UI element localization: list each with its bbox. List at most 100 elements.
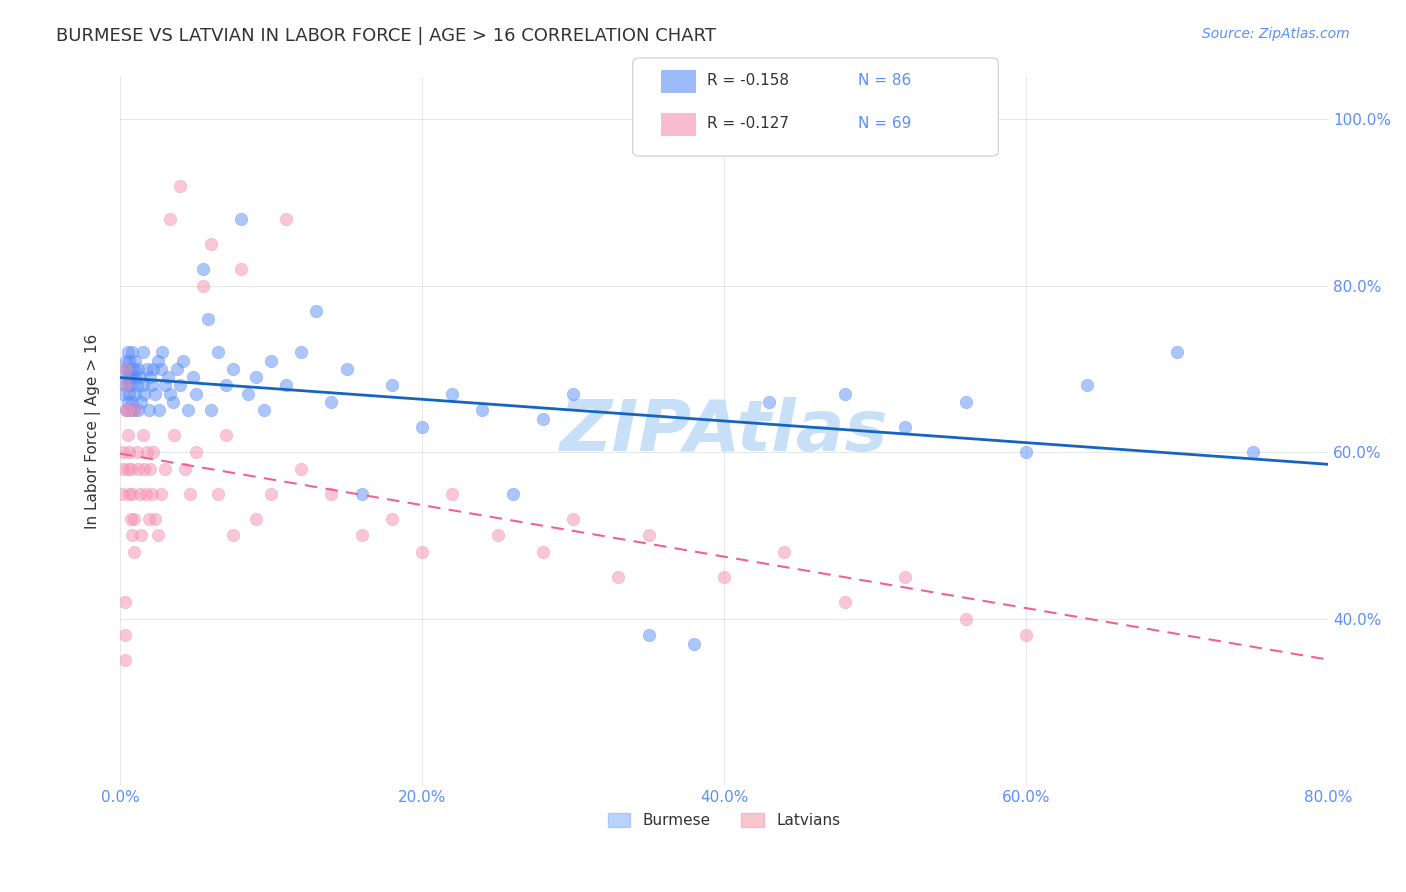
- Point: [131, 345, 153, 359]
- Text: ZIPAtlas: ZIPAtlas: [560, 397, 889, 466]
- Point: [159, 386, 181, 401]
- Point: [159, 211, 181, 226]
- Point: [181, 370, 204, 384]
- Point: [191, 261, 214, 276]
- Point: [127, 403, 149, 417]
- Point: [136, 361, 159, 376]
- Point: [118, 445, 141, 459]
- Text: N = 86: N = 86: [858, 73, 911, 87]
- Point: [174, 461, 197, 475]
- Point: [143, 511, 166, 525]
- Point: [381, 378, 404, 392]
- Point: [502, 486, 524, 500]
- Point: [148, 403, 170, 417]
- Point: [120, 378, 142, 392]
- Point: [894, 570, 917, 584]
- Point: [121, 395, 143, 409]
- Point: [1241, 445, 1264, 459]
- Point: [411, 545, 433, 559]
- Point: [531, 411, 554, 425]
- Point: [120, 403, 142, 417]
- Point: [1015, 445, 1038, 459]
- Point: [142, 445, 165, 459]
- Point: [128, 486, 150, 500]
- Point: [115, 370, 138, 384]
- Point: [138, 511, 160, 525]
- Y-axis label: In Labor Force | Age > 16: In Labor Force | Age > 16: [86, 334, 101, 529]
- Point: [157, 370, 180, 384]
- Point: [136, 445, 159, 459]
- Point: [117, 461, 139, 475]
- Point: [121, 370, 143, 384]
- Point: [129, 395, 152, 409]
- Point: [562, 386, 585, 401]
- Point: [252, 403, 274, 417]
- Point: [115, 353, 138, 368]
- Point: [321, 395, 343, 409]
- Point: [162, 395, 184, 409]
- Point: [335, 361, 357, 376]
- Legend: Burmese, Latvians: Burmese, Latvians: [602, 806, 846, 834]
- Point: [134, 461, 156, 475]
- Point: [117, 403, 139, 417]
- Point: [150, 345, 173, 359]
- Point: [124, 386, 146, 401]
- Point: [531, 545, 554, 559]
- Point: [486, 528, 509, 542]
- Point: [114, 378, 136, 392]
- Point: [110, 486, 132, 500]
- Point: [200, 236, 222, 251]
- Point: [169, 178, 191, 193]
- Point: [112, 461, 135, 475]
- Point: [191, 278, 214, 293]
- Point: [1166, 345, 1188, 359]
- Point: [143, 386, 166, 401]
- Point: [834, 595, 856, 609]
- Point: [112, 445, 135, 459]
- Point: [215, 428, 238, 442]
- Point: [381, 511, 404, 525]
- Point: [127, 361, 149, 376]
- Point: [276, 378, 298, 392]
- Point: [166, 361, 188, 376]
- Point: [245, 370, 267, 384]
- Point: [290, 345, 312, 359]
- Point: [114, 653, 136, 667]
- Point: [122, 545, 145, 559]
- Point: [260, 486, 283, 500]
- Point: [129, 528, 152, 542]
- Point: [177, 403, 200, 417]
- Point: [350, 486, 373, 500]
- Point: [120, 361, 142, 376]
- Point: [112, 386, 135, 401]
- Point: [184, 445, 207, 459]
- Point: [121, 528, 143, 542]
- Point: [773, 545, 796, 559]
- Point: [141, 486, 163, 500]
- Point: [134, 386, 156, 401]
- Point: [131, 428, 153, 442]
- Point: [155, 378, 177, 392]
- Point: [141, 378, 163, 392]
- Point: [114, 361, 136, 376]
- Point: [114, 595, 136, 609]
- Point: [276, 211, 298, 226]
- Point: [955, 611, 977, 625]
- Point: [138, 403, 160, 417]
- Point: [607, 570, 630, 584]
- Point: [1015, 628, 1038, 642]
- Point: [200, 403, 222, 417]
- Text: Source: ZipAtlas.com: Source: ZipAtlas.com: [1202, 27, 1350, 41]
- Point: [637, 628, 659, 642]
- Point: [245, 511, 267, 525]
- Point: [894, 420, 917, 434]
- Point: [758, 395, 780, 409]
- Point: [115, 378, 138, 392]
- Point: [142, 361, 165, 376]
- Point: [121, 486, 143, 500]
- Point: [124, 403, 146, 417]
- Point: [290, 461, 312, 475]
- Point: [207, 486, 229, 500]
- Point: [139, 461, 162, 475]
- Point: [637, 528, 659, 542]
